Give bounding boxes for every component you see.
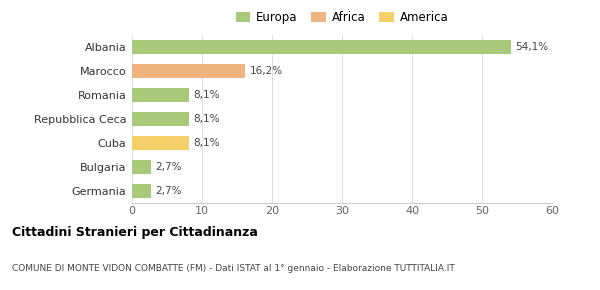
Bar	[132, 160, 151, 174]
Text: 8,1%: 8,1%	[193, 114, 220, 124]
Text: 16,2%: 16,2%	[250, 66, 283, 76]
Bar	[132, 112, 188, 126]
Bar	[132, 136, 188, 150]
Bar	[132, 88, 188, 102]
Legend: Europa, Africa, America: Europa, Africa, America	[233, 9, 451, 26]
Text: 2,7%: 2,7%	[155, 162, 182, 172]
Text: Cittadini Stranieri per Cittadinanza: Cittadini Stranieri per Cittadinanza	[12, 226, 258, 239]
Bar	[132, 184, 151, 198]
Bar	[132, 40, 511, 54]
Text: 54,1%: 54,1%	[515, 42, 548, 52]
Text: 8,1%: 8,1%	[193, 90, 220, 100]
Text: 2,7%: 2,7%	[155, 186, 182, 196]
Text: COMUNE DI MONTE VIDON COMBATTE (FM) - Dati ISTAT al 1° gennaio - Elaborazione TU: COMUNE DI MONTE VIDON COMBATTE (FM) - Da…	[12, 264, 455, 273]
Bar	[132, 64, 245, 78]
Text: 8,1%: 8,1%	[193, 138, 220, 148]
